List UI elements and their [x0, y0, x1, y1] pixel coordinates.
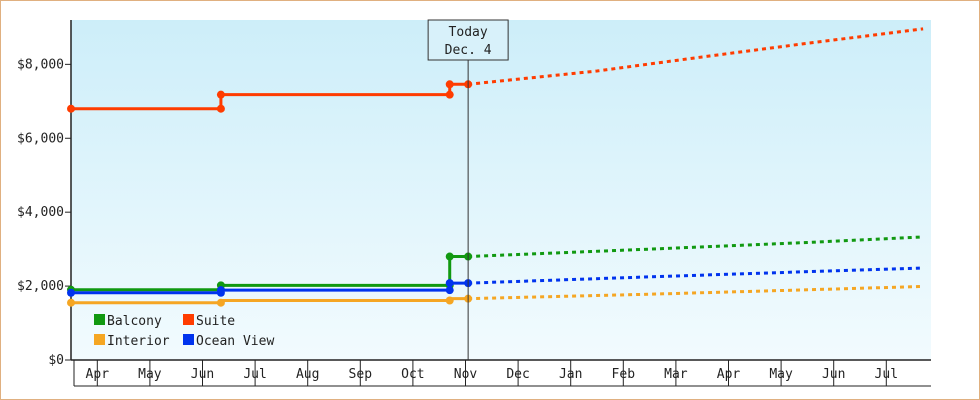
legend: Balcony Suite Interior Ocean View [94, 314, 274, 349]
x-tick-label: May [769, 367, 793, 382]
y-tick-label: $6,000 [17, 131, 64, 146]
plot-area [71, 20, 931, 360]
series-forecast-line [467, 27, 924, 86]
legend-label: Ocean View [196, 334, 274, 349]
legend-swatch [94, 334, 105, 345]
x-axis: Apr May Jun Jul Aug Sep Oct Nov Dec Jan Feb Mar Apr M… [71, 359, 931, 387]
today-date: Dec. 4 [445, 43, 492, 58]
data-point [445, 286, 454, 295]
x-tick-label: Apr [86, 367, 110, 382]
legend-label: Suite [196, 314, 235, 329]
data-point [445, 252, 454, 261]
x-tick-label: Apr [717, 367, 741, 382]
data-point [445, 296, 454, 305]
x-tick-label: Dec [506, 367, 529, 382]
y-tick-label: $4,000 [17, 205, 64, 220]
x-tick-label: Nov [454, 367, 478, 382]
y-tick-label: $8,000 [17, 57, 64, 72]
data-point [67, 288, 75, 297]
x-tick-label: Mar [664, 367, 688, 382]
x-tick-label: Aug [296, 367, 319, 382]
today-marker: Today Dec. 4 [427, 19, 509, 360]
x-tick-label: Oct [401, 367, 424, 382]
series-layer [67, 27, 924, 307]
data-point [445, 90, 454, 99]
x-tick-label: Jun [822, 367, 845, 382]
data-point [445, 80, 454, 89]
today-box [427, 19, 509, 61]
data-point [216, 298, 225, 307]
data-point [67, 104, 75, 113]
x-tick-label: Sep [349, 367, 373, 382]
x-tick-label: May [138, 367, 162, 382]
legend-swatch [94, 314, 105, 325]
x-tick-label: Feb [612, 367, 636, 382]
legend-label: Interior [107, 334, 170, 349]
data-point [216, 286, 225, 295]
x-tick-label: Jul [243, 367, 266, 382]
series-forecast-line [468, 266, 924, 285]
series-forecast-line [468, 235, 924, 259]
y-tick-label: $0 [48, 353, 64, 368]
legend-label: Balcony [107, 314, 162, 329]
legend-swatch [183, 334, 194, 345]
data-point [445, 279, 454, 288]
today-label: Today [449, 25, 488, 40]
x-tick-label: Jul [875, 367, 898, 382]
data-point [216, 104, 225, 113]
y-tick-label: $2,000 [17, 279, 64, 294]
y-axis: $0 $2,000 $4,000 $6,000 $8,000 [17, 20, 72, 368]
data-point [216, 90, 225, 99]
data-point [67, 298, 75, 307]
series-forecast-line [468, 284, 924, 301]
legend-swatch [183, 314, 194, 325]
x-tick-label: Jun [191, 367, 214, 382]
x-tick-label: Jan [559, 367, 582, 382]
